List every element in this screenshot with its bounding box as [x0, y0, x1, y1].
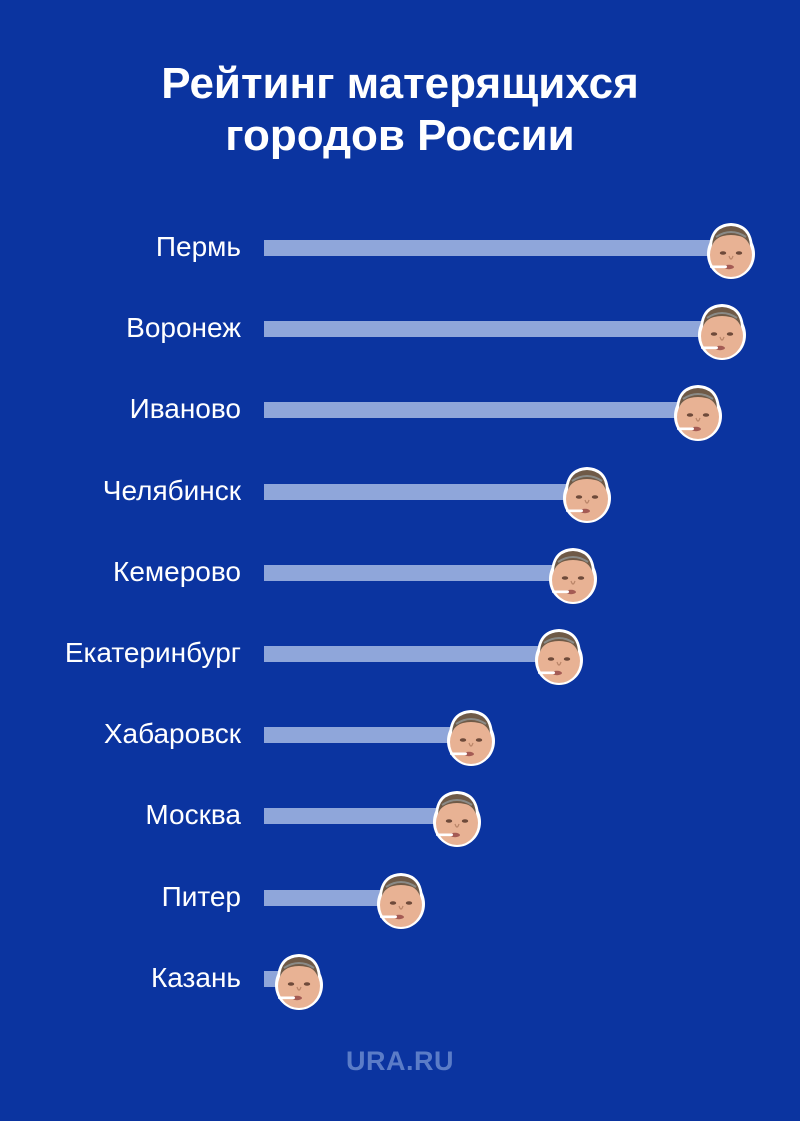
chart-title-line-1: Рейтинг матерящихся: [161, 59, 639, 108]
category-label: Пермь: [155, 231, 241, 262]
category-label: Челябинск: [102, 474, 241, 506]
category-label: Москва: [145, 799, 241, 831]
category-label: Кемерово: [113, 555, 241, 587]
bar: [264, 727, 469, 744]
category-label: Хабаровск: [103, 718, 241, 750]
face-icon: [672, 380, 724, 442]
bar: [264, 402, 697, 419]
face-icon: [705, 218, 757, 280]
face-icon: [561, 462, 613, 524]
category-label: Казань: [150, 961, 241, 993]
face-icon: [547, 543, 599, 605]
bar: [264, 240, 729, 256]
bar: [264, 889, 399, 906]
face-icon: [696, 299, 748, 361]
face-icon: [533, 624, 585, 686]
category-label: Иваново: [129, 393, 241, 425]
face-icon: [431, 786, 483, 848]
watermark-logo: URA.RU: [346, 1046, 454, 1076]
category-label: Питер: [161, 880, 241, 912]
face-icon: [445, 705, 497, 767]
face-icon: [375, 868, 427, 930]
face-icon: [273, 949, 325, 1011]
category-label: Екатеринбург: [64, 637, 241, 668]
category-label: Воронеж: [126, 312, 241, 344]
bar: [264, 321, 720, 338]
chart-title-line-2: городов России: [225, 111, 575, 160]
bar: [264, 483, 585, 500]
bar: [264, 808, 455, 825]
bar: [264, 646, 557, 662]
chart-title: Рейтинг матерящихся городов России: [0, 58, 800, 162]
bar: [264, 564, 571, 581]
